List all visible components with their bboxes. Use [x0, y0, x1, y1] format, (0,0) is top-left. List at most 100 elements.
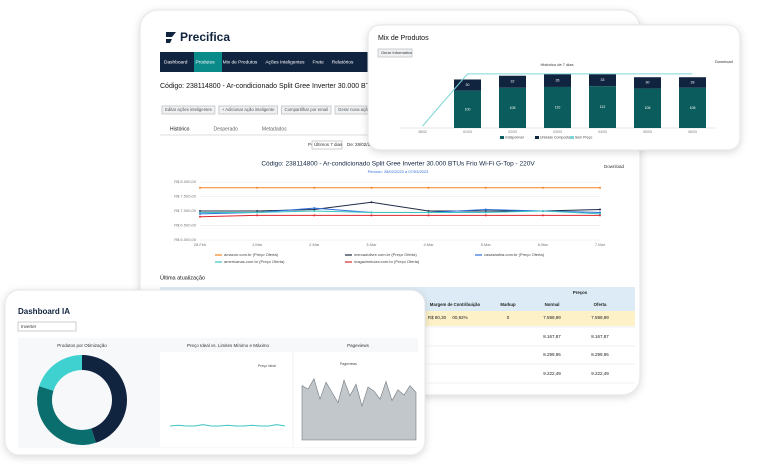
mix-bar: [589, 73, 616, 87]
price-point: [484, 211, 487, 214]
price-point: [370, 214, 373, 217]
nav-item[interactable]: Ações Inteligentes: [265, 59, 305, 65]
legend-swatch: [500, 136, 504, 139]
price-point: [199, 215, 201, 218]
table-cell: 8.299,95: [543, 352, 561, 357]
pageviews-title: Pageviews: [347, 343, 370, 348]
action-button-label: + Adicionar ação inteligente: [222, 107, 275, 112]
tab[interactable]: Desperado: [213, 126, 238, 132]
price-point: [256, 186, 259, 189]
table-cell: 00,92%: [452, 315, 467, 320]
price-line: [200, 210, 601, 215]
legend-swatch: [535, 136, 539, 139]
price-point: [484, 214, 487, 217]
logo-icon: [166, 32, 176, 43]
table-header: Preços: [573, 290, 588, 295]
table-cell: 9.222,49: [591, 371, 609, 376]
y-tick-label: R$ 7.000,00: [174, 208, 197, 213]
bar-value: 30: [466, 83, 470, 87]
price-point: [599, 211, 601, 214]
bar-value: 32: [511, 80, 515, 84]
x-tick-label: 04/03: [598, 130, 607, 134]
tab[interactable]: Histórico: [170, 126, 190, 132]
price-point: [313, 207, 316, 210]
y-tick-label: R$ 6.000,00: [174, 237, 197, 242]
mix-bar: [634, 88, 661, 128]
x-tick-label: 28.Feb: [194, 242, 207, 247]
legend-label: amazon.com.br (Preço Oferta): [224, 252, 279, 257]
table-header: Margem de Contribuição: [430, 302, 481, 307]
legend-label: Unidade Compostas: [540, 135, 572, 139]
legend-label: americanas.com.br (Preço Oferta): [224, 259, 285, 264]
x-tick-label: 2.Mar: [309, 242, 320, 247]
x-tick-label: 3.Mar: [366, 242, 377, 247]
price-point: [199, 211, 201, 214]
period-select[interactable]: [311, 140, 343, 150]
legend-label: mercadolivre.com.br (Preço Oferta): [354, 252, 417, 257]
nav-item[interactable]: Frete: [313, 59, 325, 65]
chart-subtitle: Período: 28/02/2023 a 07/03/2023: [368, 169, 429, 174]
period: Últimos 7 dias: [314, 141, 343, 147]
table-cell: 0: [507, 315, 510, 320]
table-header: Normal: [545, 302, 560, 307]
nav-item[interactable]: Relatórios: [332, 59, 354, 65]
price-point: [541, 214, 544, 217]
action-button[interactable]: [281, 105, 332, 115]
panel: [160, 352, 292, 447]
legend-label: Sem Preço: [575, 135, 592, 139]
action-button[interactable]: [161, 105, 216, 115]
table-cell: 7.599,99: [591, 315, 609, 320]
x-tick-label: 06/03: [688, 130, 697, 134]
price-point: [484, 186, 487, 189]
mix-bar: [679, 77, 706, 88]
price-point: [199, 186, 201, 189]
price-point: [427, 210, 430, 212]
price-point: [370, 211, 373, 214]
mix-bar: [454, 79, 481, 91]
nav-item[interactable]: Produtos: [195, 59, 215, 65]
price-point: [370, 186, 373, 189]
price-line: [199, 214, 600, 218]
x-tick-label: 02/03: [508, 130, 517, 134]
mix-button-label: Gerar Informativo: [381, 50, 413, 55]
mix-bar: [499, 87, 526, 128]
bar-value: 28: [691, 80, 695, 84]
donut-title: Produtos por Otimização: [57, 343, 107, 348]
mix-bar: [589, 86, 616, 128]
x-tick-label: 4.Mar: [423, 242, 434, 247]
price-point: [313, 210, 316, 212]
mix-bar: [544, 73, 571, 87]
bar-value: 110: [555, 105, 561, 109]
price-point: [599, 214, 601, 217]
legend-label: magazineluiza.com.br (Preço Oferta): [354, 259, 420, 264]
table-cell: 9.222,49: [543, 371, 561, 376]
bar-value: 100: [465, 107, 471, 111]
bar-value: 33: [601, 78, 605, 82]
legend-label: casasbahia.com.br (Preço Oferta): [484, 252, 545, 257]
donut-slice: [82, 355, 127, 443]
logo: Precifica: [180, 30, 230, 44]
table-header: Oferta: [594, 302, 607, 307]
x-tick-label: 03/03: [553, 130, 562, 134]
mix-download[interactable]: Download: [715, 59, 733, 64]
y-tick-label: R$ 8.000,00: [174, 179, 197, 184]
bar-value: 106: [645, 106, 651, 110]
nav-item[interactable]: Dashboard: [164, 59, 188, 65]
mix-bar: [499, 75, 526, 88]
x-tick-label: 01/03: [463, 130, 472, 134]
table-cell: 8.167,87: [591, 334, 609, 339]
tab[interactable]: Metadados: [262, 126, 287, 132]
y-tick-label: R$ 6.500,00: [174, 223, 197, 228]
nav-item[interactable]: Mix de Produtos: [223, 59, 258, 65]
price-point: [256, 214, 259, 217]
mix-button[interactable]: [377, 48, 413, 58]
price-point: [199, 210, 201, 212]
action-button[interactable]: [218, 105, 279, 115]
x-tick-label: 05/03: [643, 130, 652, 134]
download[interactable]: Download: [604, 164, 625, 169]
mix-bar: [634, 77, 661, 89]
x-tick-label: 28/02: [418, 130, 427, 134]
legend-label: Preço Ideal: [258, 364, 276, 368]
search-box[interactable]: [17, 321, 77, 332]
search-text: Inverter: [21, 324, 37, 329]
